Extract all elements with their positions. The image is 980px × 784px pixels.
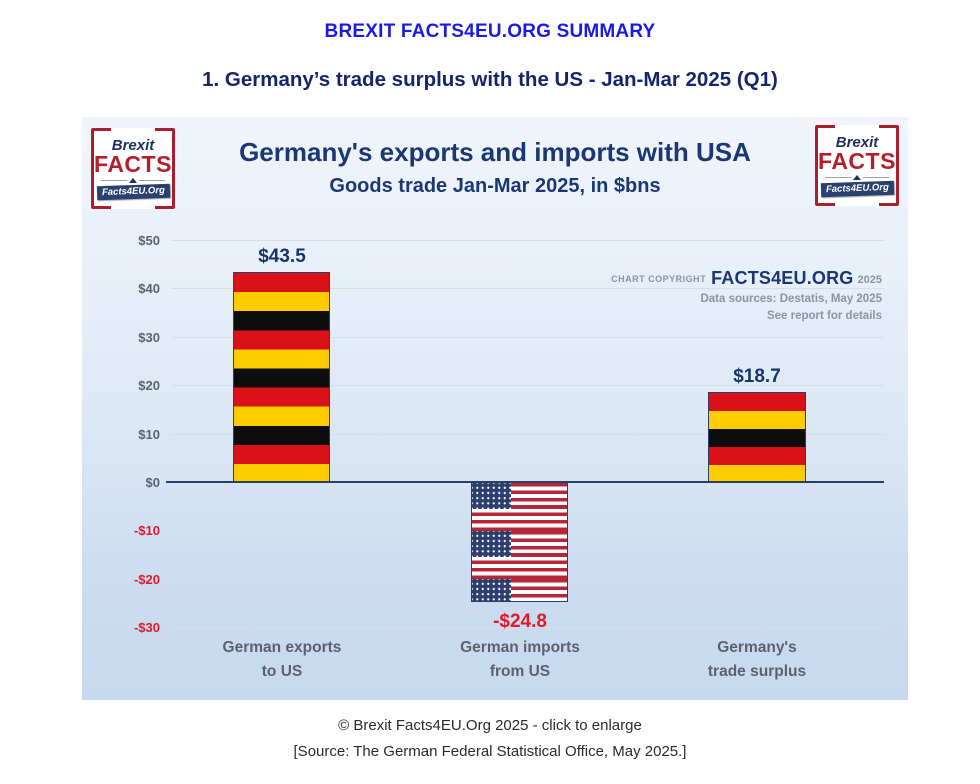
us-flag-tile — [472, 483, 567, 531]
logo-divider — [101, 178, 165, 184]
footer-source: [Source: The German Federal Statistical … — [293, 743, 687, 760]
copyright-year: 2025 — [857, 274, 882, 286]
y-tick-neg10: -$10 — [133, 523, 160, 538]
chart-title: Germany's exports and imports with USA — [239, 137, 751, 167]
category-line2: from US — [489, 663, 551, 681]
gridline-10 — [172, 434, 884, 435]
category-label-exports: German exports to US — [172, 636, 392, 684]
us-flag-tile — [472, 531, 567, 579]
page-title: BREXIT FACTS4EU.ORG SUMMARY — [324, 21, 656, 42]
category-line2: trade surplus — [707, 663, 807, 681]
y-tick-10: $10 — [138, 427, 160, 442]
triangle-icon — [853, 175, 861, 181]
gridline-40 — [172, 288, 884, 289]
us-flag-canton — [472, 579, 511, 601]
y-tick-neg20: -$20 — [133, 572, 160, 587]
divider-line — [101, 180, 127, 182]
section-title: 1. Germany’s trade surplus with the US -… — [202, 68, 778, 91]
y-tick-40: $40 — [138, 281, 160, 296]
chart-subtitle: Goods trade Jan-Mar 2025, in $bns — [329, 175, 661, 197]
copyright-brand: FACTS4EU.ORG — [711, 268, 854, 288]
copyright-line: CHART COPYRIGHT FACTS4EU.ORG 2025 — [611, 268, 882, 289]
divider-line — [863, 177, 889, 179]
divider-line — [139, 180, 165, 182]
gridline-20 — [172, 385, 884, 386]
gridline-neg30 — [172, 627, 884, 628]
logo-border-gap — [835, 203, 879, 206]
category-line1: German exports — [222, 639, 342, 656]
gridline-50 — [172, 240, 884, 241]
triangle-icon — [129, 178, 137, 184]
category-line1: Germany's — [717, 639, 797, 656]
logo-border-gap — [835, 125, 879, 128]
logo-brexit-text: Brexit — [835, 134, 879, 152]
bar-german-exports — [233, 272, 330, 482]
bar-trade-surplus — [708, 392, 806, 482]
us-flag-canton — [472, 531, 511, 557]
logo-facts-text: FACTS — [818, 148, 896, 175]
y-tick-20: $20 — [138, 378, 160, 393]
y-tick-0: $0 — [145, 475, 160, 490]
y-tick-50: $50 — [138, 233, 160, 248]
bar-german-imports — [471, 482, 568, 602]
brexit-facts-logo-right: Brexit FACTS Facts4EU.Org — [815, 125, 899, 206]
value-label-surplus: $18.7 — [733, 366, 781, 387]
y-tick-neg30: -$30 — [133, 620, 160, 635]
category-line2: to US — [261, 663, 303, 681]
y-tick-30: $30 — [138, 330, 160, 345]
copyright-block: CHART COPYRIGHT FACTS4EU.ORG 2025 Data sou… — [611, 268, 882, 324]
value-label-imports: -$24.8 — [493, 611, 547, 632]
chart-image[interactable]: Brexit FACTS Facts4EU.Org Brexit FACTS F… — [82, 117, 908, 700]
logo-facts-text: FACTS — [94, 151, 172, 178]
category-label-surplus: Germany's trade surplus — [647, 636, 867, 684]
gridline-30 — [172, 337, 884, 338]
logo-brexit-text: Brexit — [111, 137, 155, 155]
footer-caption: © Brexit Facts4EU.Org 2025 - click to en… — [338, 717, 642, 734]
category-label-imports: German imports from US — [410, 636, 630, 684]
data-source-note: Data sources: Destatis, May 2025 — [700, 293, 882, 305]
logo-divider — [825, 175, 889, 181]
logo-border-gap — [111, 206, 155, 209]
logo-border-gap — [111, 128, 155, 131]
report-note: See report for details — [766, 310, 882, 323]
category-line1: German imports — [460, 639, 580, 656]
us-flag-tile — [472, 579, 567, 601]
divider-line — [825, 177, 851, 179]
us-flag-canton — [472, 483, 511, 509]
brexit-facts-logo-left: Brexit FACTS Facts4EU.Org — [91, 128, 175, 209]
value-label-exports: $43.5 — [258, 246, 306, 267]
copyright-prefix: CHART COPYRIGHT — [611, 274, 707, 284]
